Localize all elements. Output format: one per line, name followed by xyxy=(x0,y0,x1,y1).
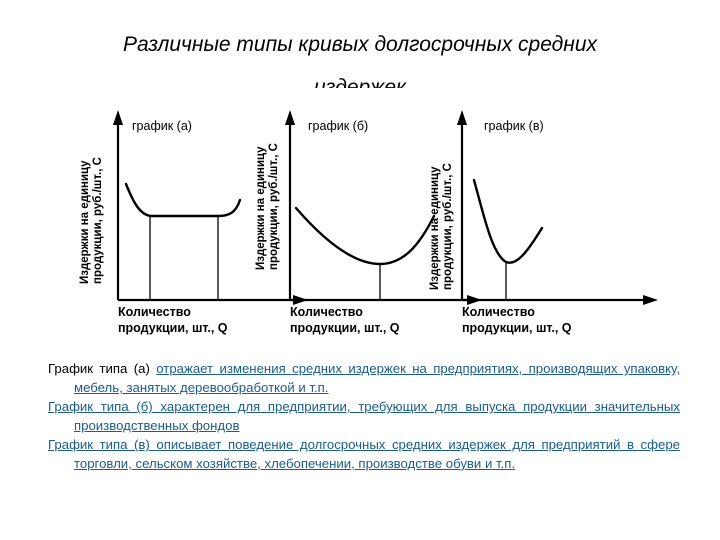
graph-a-y-arrow-icon xyxy=(113,110,123,125)
graph-c-label: график (в) xyxy=(484,119,544,133)
slide-title-line1: Различные типы кривых долгосрочных средн… xyxy=(122,33,598,56)
note-graph-a-link[interactable]: отражает изменения средних издержек на п… xyxy=(74,361,680,395)
graph-a-ylabel-line2: продукции, руб./шт., С xyxy=(92,157,104,284)
graph-a-label: график (а) xyxy=(132,119,192,133)
graph-c-xlabel-line1: Количество xyxy=(462,305,535,319)
graph-c-y-arrow-icon xyxy=(457,110,467,125)
note-graph-a-prefix: График типа (а) xyxy=(48,361,157,376)
cost-curves-diagram: Издержки на единицу продукции, руб./шт.,… xyxy=(60,104,700,344)
graph-b-curve xyxy=(294,206,436,266)
graph-c-ylabel-line2: продукции, руб./шт., С xyxy=(442,163,454,290)
graph-b-label: график (б) xyxy=(308,119,368,133)
graph-a-xlabel-line2: продукции, шт., Q xyxy=(118,321,228,335)
note-graph-b: График типа (б) характерен для предприят… xyxy=(48,398,680,435)
graph-c-curve xyxy=(472,178,544,264)
graph-c-ylabel-line1: Издержки на единицу xyxy=(429,166,441,290)
note-graph-b-link[interactable]: График типа (б) характерен для предприят… xyxy=(48,399,680,433)
graph-a-curve xyxy=(124,182,242,218)
note-graph-a: График типа (а) отражает изменения средн… xyxy=(48,360,680,397)
graph-a-ylabel-line1: Издержки на единицу xyxy=(79,160,91,284)
graph-b-y-arrow-icon xyxy=(285,110,295,125)
note-graph-c: График типа (в) описывает поведение долг… xyxy=(48,436,680,473)
graph-c-xlabel-line2: продукции, шт., Q xyxy=(462,321,572,335)
graph-b-xlabel-line1: Количество xyxy=(290,305,363,319)
graph-b-ylabel-line1: Издержки на единицу xyxy=(255,146,267,270)
notes-block: График типа (а) отражает изменения средн… xyxy=(48,360,680,475)
graph-a-xlabel-line1: Количество xyxy=(118,305,191,319)
note-graph-c-link[interactable]: График типа (в) описывает поведение долг… xyxy=(48,437,680,471)
cost-curves-svg: Издержки на единицу продукции, руб./шт.,… xyxy=(79,110,658,335)
graph-c: Издержки на единицу продукции, руб./шт.,… xyxy=(429,110,658,335)
graph-a: Издержки на единицу продукции, руб./шт.,… xyxy=(79,110,308,335)
graph-b-xlabel-line2: продукции, шт., Q xyxy=(290,321,400,335)
graph-c-x-arrow-icon xyxy=(643,295,658,305)
graph-b-ylabel-line2: продукции, руб./шт., С xyxy=(268,143,280,270)
slide-title-line2: издержек xyxy=(314,76,406,88)
graph-b: Издержки на единицу продукции, руб./шт.,… xyxy=(255,110,482,335)
